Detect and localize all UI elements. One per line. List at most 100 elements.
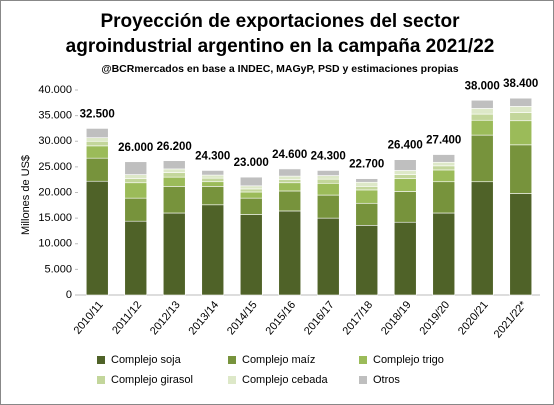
bar-segment [470, 181, 494, 296]
bar-segment [239, 188, 263, 193]
bar-segment [85, 157, 109, 182]
bar-segment [124, 174, 148, 179]
total-label: 26.400 [388, 140, 423, 152]
total-label: 38.400 [503, 78, 538, 90]
bar-segment [124, 197, 148, 222]
bar-segment [509, 120, 533, 146]
bar-segment [393, 221, 417, 296]
bar-segment [85, 140, 109, 147]
legend-label: Otros [373, 374, 400, 386]
legend-label: Complejo soja [111, 354, 182, 366]
bar-segment [470, 134, 494, 183]
bar-segment [432, 154, 456, 163]
bar-segment [201, 181, 225, 187]
bar-segment [278, 179, 302, 184]
total-label: 24.300 [311, 150, 346, 162]
bar-segment [124, 178, 148, 184]
legend-label: Complejo maíz [242, 354, 315, 366]
bar-segment [355, 202, 379, 226]
total-label: 26.200 [157, 141, 192, 153]
bar-segment [470, 99, 494, 109]
bar-segment [124, 182, 148, 199]
bar-segment [278, 182, 302, 192]
bar-segment [278, 190, 302, 212]
total-label: 27.400 [426, 135, 461, 147]
bar-segment [278, 175, 302, 180]
y-tick-label: 30.000 [38, 135, 72, 147]
bar-segment [239, 191, 263, 199]
bar-segment [239, 214, 263, 296]
y-axis-label: Millones de US$ [20, 155, 32, 235]
bar-segment [201, 177, 225, 183]
bar-segment [393, 191, 417, 223]
bar-segment [393, 174, 417, 179]
bar-segment [85, 137, 109, 142]
bar-segment [509, 97, 533, 107]
bar-segment [162, 160, 186, 170]
bar-segment [355, 178, 379, 183]
total-label: 22.700 [349, 159, 384, 171]
y-tick-label: 40.000 [38, 84, 72, 96]
chart-title: Proyección de exportaciones del sector [100, 11, 460, 32]
legend-label: Complejo cebada [242, 374, 328, 386]
bar-segment [124, 161, 148, 175]
bar-segment [432, 161, 456, 167]
bar-segment [85, 180, 109, 296]
legend-swatch [97, 356, 105, 364]
bar-segment [355, 189, 379, 204]
bar-segment [393, 178, 417, 192]
bar-segment [509, 106, 533, 113]
legend-label: Complejo girasol [111, 374, 193, 386]
bar-segment [509, 193, 533, 296]
legend-swatch [97, 376, 105, 384]
bar-segment [432, 165, 456, 171]
total-label: 24.300 [195, 150, 230, 162]
y-tick-label: 10.000 [38, 238, 72, 250]
bar-segment [316, 178, 340, 184]
chart-title: agroindustrial argentino en la campaña 2… [66, 36, 495, 57]
bar-segment [124, 220, 148, 296]
bar-segment [162, 172, 186, 178]
bar-segment [162, 176, 186, 187]
legend-swatch [228, 356, 236, 364]
bar-segment [470, 108, 494, 115]
bar-segment [316, 175, 340, 180]
subtitle: @BCRmercados en base a INDEC, MAGyP, PSD… [101, 63, 458, 75]
bar-segment [162, 212, 186, 296]
bar-segment [278, 210, 302, 296]
legend-label: Complejo trigo [373, 354, 444, 366]
y-tick-label: 0 [66, 289, 72, 301]
legend-swatch [359, 356, 367, 364]
total-label: 26.000 [118, 142, 153, 154]
bar-segment [316, 194, 340, 219]
bar-segment [432, 169, 456, 183]
bar-segment [470, 113, 494, 121]
bar-segment [316, 182, 340, 196]
bar-segment [509, 144, 533, 194]
y-tick-label: 35.000 [38, 110, 72, 122]
total-label: 23.000 [234, 157, 269, 169]
bar-segment [201, 204, 225, 296]
y-tick-label: 20.000 [38, 186, 72, 198]
bar-segment [393, 170, 417, 175]
bar-segment [201, 170, 225, 176]
bar-segment [316, 217, 340, 296]
bar-segment [85, 128, 109, 138]
bar-segment [432, 181, 456, 214]
legend-swatch [228, 376, 236, 384]
legend-swatch [359, 376, 367, 384]
bar-segment [316, 170, 340, 176]
bar-segment [432, 212, 456, 296]
bar-segment [355, 186, 379, 191]
bar-segment [278, 168, 302, 177]
bar-segment [509, 112, 533, 122]
y-tick-label: 25.000 [38, 161, 72, 173]
bar-segment [201, 186, 225, 206]
bar-segment [470, 119, 494, 136]
y-tick-label: 5.000 [44, 263, 72, 275]
bar-segment [239, 197, 263, 215]
bar-segment [393, 159, 417, 171]
total-label: 32.500 [80, 108, 115, 120]
